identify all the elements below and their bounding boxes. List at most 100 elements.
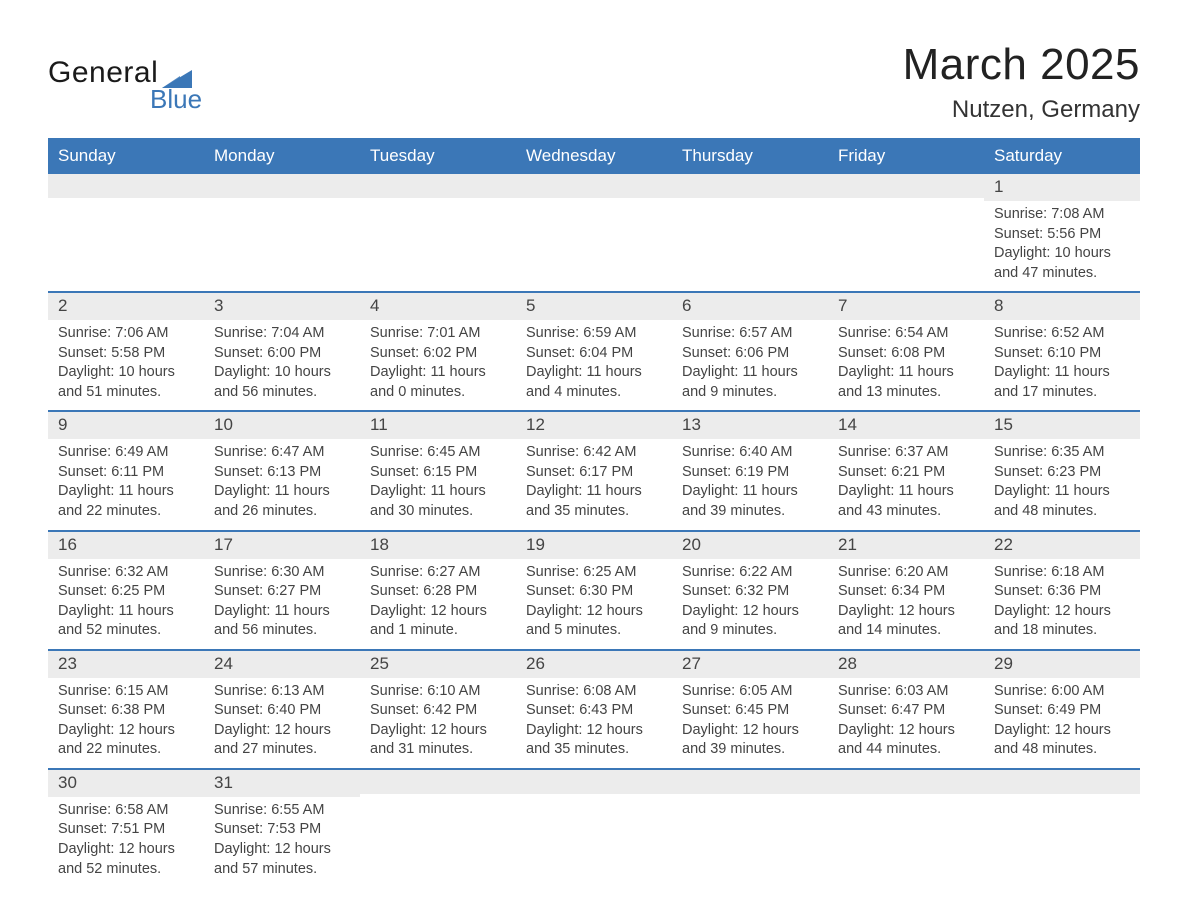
day-sunrise: Sunrise: 7:08 AM <box>994 205 1130 225</box>
day-sunrise: Sunrise: 7:04 AM <box>214 324 350 344</box>
day-body: Sunrise: 6:32 AMSunset: 6:25 PMDaylight:… <box>58 563 194 641</box>
day-sunrise: Sunrise: 7:01 AM <box>370 324 506 344</box>
day-number: 6 <box>672 293 828 320</box>
day-body: Sunrise: 6:25 AMSunset: 6:30 PMDaylight:… <box>526 563 662 641</box>
day-number <box>828 770 984 794</box>
day-cell: 31Sunrise: 6:55 AMSunset: 7:53 PMDayligh… <box>204 770 360 887</box>
day-daylight2: and 48 minutes. <box>994 740 1130 760</box>
day-sunrise: Sunrise: 6:49 AM <box>58 443 194 463</box>
day-cell: 16Sunrise: 6:32 AMSunset: 6:25 PMDayligh… <box>48 532 204 649</box>
day-sunset: Sunset: 6:25 PM <box>58 582 194 602</box>
day-daylight2: and 35 minutes. <box>526 740 662 760</box>
day-body: Sunrise: 6:22 AMSunset: 6:32 PMDaylight:… <box>682 563 818 641</box>
day-sunset: Sunset: 6:27 PM <box>214 582 350 602</box>
day-number <box>672 174 828 198</box>
day-sunset: Sunset: 6:34 PM <box>838 582 974 602</box>
day-cell: 5Sunrise: 6:59 AMSunset: 6:04 PMDaylight… <box>516 293 672 410</box>
day-daylight2: and 35 minutes. <box>526 502 662 522</box>
day-daylight2: and 9 minutes. <box>682 621 818 641</box>
day-daylight2: and 56 minutes. <box>214 621 350 641</box>
day-number: 28 <box>828 651 984 678</box>
day-body: Sunrise: 7:06 AMSunset: 5:58 PMDaylight:… <box>58 324 194 402</box>
day-number: 4 <box>360 293 516 320</box>
day-number: 18 <box>360 532 516 559</box>
day-daylight1: Daylight: 11 hours <box>214 602 350 622</box>
day-daylight2: and 48 minutes. <box>994 502 1130 522</box>
month-title: March 2025 <box>903 40 1140 90</box>
day-sunrise: Sunrise: 6:45 AM <box>370 443 506 463</box>
day-sunset: Sunset: 6:11 PM <box>58 463 194 483</box>
day-body: Sunrise: 6:10 AMSunset: 6:42 PMDaylight:… <box>370 682 506 760</box>
day-cell <box>516 770 672 887</box>
day-daylight1: Daylight: 10 hours <box>994 244 1130 264</box>
day-sunset: Sunset: 6:17 PM <box>526 463 662 483</box>
day-daylight1: Daylight: 12 hours <box>214 721 350 741</box>
day-sunrise: Sunrise: 6:52 AM <box>994 324 1130 344</box>
week-row: 2Sunrise: 7:06 AMSunset: 5:58 PMDaylight… <box>48 291 1140 410</box>
day-daylight2: and 22 minutes. <box>58 740 194 760</box>
day-daylight2: and 47 minutes. <box>994 264 1130 284</box>
day-cell <box>360 770 516 887</box>
day-daylight1: Daylight: 11 hours <box>994 363 1130 383</box>
day-daylight1: Daylight: 12 hours <box>838 721 974 741</box>
day-daylight2: and 52 minutes. <box>58 621 194 641</box>
day-daylight1: Daylight: 11 hours <box>526 482 662 502</box>
day-number <box>48 174 204 198</box>
day-number: 26 <box>516 651 672 678</box>
day-daylight2: and 31 minutes. <box>370 740 506 760</box>
week-row: 16Sunrise: 6:32 AMSunset: 6:25 PMDayligh… <box>48 530 1140 649</box>
weekday-friday: Friday <box>828 138 984 174</box>
day-sunrise: Sunrise: 6:05 AM <box>682 682 818 702</box>
day-cell: 25Sunrise: 6:10 AMSunset: 6:42 PMDayligh… <box>360 651 516 768</box>
weekday-tuesday: Tuesday <box>360 138 516 174</box>
day-sunset: Sunset: 6:13 PM <box>214 463 350 483</box>
day-cell: 13Sunrise: 6:40 AMSunset: 6:19 PMDayligh… <box>672 412 828 529</box>
weekday-saturday: Saturday <box>984 138 1140 174</box>
day-sunrise: Sunrise: 6:57 AM <box>682 324 818 344</box>
day-daylight1: Daylight: 11 hours <box>682 363 818 383</box>
day-body: Sunrise: 6:59 AMSunset: 6:04 PMDaylight:… <box>526 324 662 402</box>
weekday-monday: Monday <box>204 138 360 174</box>
day-daylight1: Daylight: 11 hours <box>838 363 974 383</box>
day-sunset: Sunset: 6:28 PM <box>370 582 506 602</box>
day-daylight1: Daylight: 12 hours <box>682 602 818 622</box>
day-cell: 4Sunrise: 7:01 AMSunset: 6:02 PMDaylight… <box>360 293 516 410</box>
day-daylight2: and 17 minutes. <box>994 383 1130 403</box>
day-body: Sunrise: 6:40 AMSunset: 6:19 PMDaylight:… <box>682 443 818 521</box>
week-row: 30Sunrise: 6:58 AMSunset: 7:51 PMDayligh… <box>48 768 1140 887</box>
day-number: 10 <box>204 412 360 439</box>
day-sunrise: Sunrise: 6:18 AM <box>994 563 1130 583</box>
weekday-header-row: SundayMondayTuesdayWednesdayThursdayFrid… <box>48 138 1140 174</box>
day-sunset: Sunset: 6:02 PM <box>370 344 506 364</box>
day-body: Sunrise: 6:42 AMSunset: 6:17 PMDaylight:… <box>526 443 662 521</box>
day-number: 14 <box>828 412 984 439</box>
header: General Blue March 2025 Nutzen, Germany <box>48 40 1140 124</box>
day-daylight1: Daylight: 12 hours <box>526 602 662 622</box>
day-daylight1: Daylight: 12 hours <box>58 840 194 860</box>
day-body: Sunrise: 6:52 AMSunset: 6:10 PMDaylight:… <box>994 324 1130 402</box>
day-sunset: Sunset: 6:32 PM <box>682 582 818 602</box>
day-number: 1 <box>984 174 1140 201</box>
day-sunset: Sunset: 7:53 PM <box>214 820 350 840</box>
day-body: Sunrise: 6:08 AMSunset: 6:43 PMDaylight:… <box>526 682 662 760</box>
day-body: Sunrise: 6:18 AMSunset: 6:36 PMDaylight:… <box>994 563 1130 641</box>
day-cell: 28Sunrise: 6:03 AMSunset: 6:47 PMDayligh… <box>828 651 984 768</box>
day-sunrise: Sunrise: 6:55 AM <box>214 801 350 821</box>
day-daylight2: and 22 minutes. <box>58 502 194 522</box>
day-number <box>516 174 672 198</box>
day-sunset: Sunset: 6:40 PM <box>214 701 350 721</box>
day-daylight2: and 27 minutes. <box>214 740 350 760</box>
day-cell: 9Sunrise: 6:49 AMSunset: 6:11 PMDaylight… <box>48 412 204 529</box>
day-number: 27 <box>672 651 828 678</box>
day-number <box>516 770 672 794</box>
day-daylight1: Daylight: 11 hours <box>58 482 194 502</box>
day-number: 11 <box>360 412 516 439</box>
day-sunrise: Sunrise: 6:59 AM <box>526 324 662 344</box>
day-sunrise: Sunrise: 6:08 AM <box>526 682 662 702</box>
day-sunrise: Sunrise: 6:58 AM <box>58 801 194 821</box>
day-number: 8 <box>984 293 1140 320</box>
day-cell: 1Sunrise: 7:08 AMSunset: 5:56 PMDaylight… <box>984 174 1140 291</box>
day-sunrise: Sunrise: 7:06 AM <box>58 324 194 344</box>
weekday-thursday: Thursday <box>672 138 828 174</box>
day-cell: 10Sunrise: 6:47 AMSunset: 6:13 PMDayligh… <box>204 412 360 529</box>
